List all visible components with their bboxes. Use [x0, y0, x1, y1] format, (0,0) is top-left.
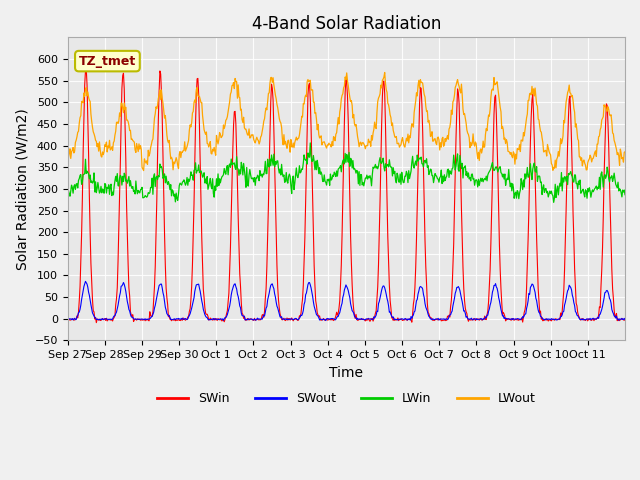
SWout [82, 278, 90, 284]
LWout [64, 148, 72, 154]
Title: 4-Band Solar Radiation: 4-Band Solar Radiation [252, 15, 441, 33]
LWin [550, 200, 557, 205]
X-axis label: Time: Time [330, 366, 364, 380]
LWout [432, 140, 440, 146]
LWout [189, 110, 196, 116]
LWout [218, 134, 226, 140]
Line: SWout: SWout [68, 281, 625, 321]
SWout [621, 317, 629, 323]
LWout [416, 85, 424, 91]
LWin [218, 176, 225, 182]
LWin [131, 191, 139, 197]
LWout [381, 70, 388, 75]
LWin [431, 171, 439, 177]
SWin [74, 315, 81, 321]
SWout [322, 318, 330, 324]
LWin [188, 173, 195, 179]
SWin [416, 100, 424, 106]
LWin [74, 185, 81, 191]
Line: LWin: LWin [68, 143, 625, 203]
SWin [189, 232, 197, 238]
LWin [415, 156, 422, 162]
Line: SWin: SWin [68, 69, 625, 323]
LWin [621, 192, 629, 198]
SWin [133, 317, 141, 323]
Line: LWout: LWout [68, 72, 625, 170]
SWin [64, 317, 72, 323]
LWin [64, 185, 72, 191]
SWout [132, 316, 140, 322]
SWout [218, 316, 226, 322]
LWout [131, 147, 139, 153]
LWout [74, 130, 81, 135]
SWout [432, 316, 440, 322]
SWout [416, 285, 424, 290]
LWout [621, 149, 629, 155]
SWout [64, 316, 72, 322]
SWout [189, 302, 196, 308]
SWin [83, 66, 90, 72]
SWout [74, 312, 81, 318]
Legend: SWin, SWout, LWin, LWout: SWin, SWout, LWin, LWout [152, 387, 541, 410]
SWin [621, 316, 629, 322]
SWin [219, 317, 227, 323]
SWin [93, 320, 100, 325]
Text: TZ_tmet: TZ_tmet [79, 55, 136, 68]
SWin [432, 316, 440, 322]
LWin [307, 140, 314, 146]
LWout [140, 168, 147, 173]
Y-axis label: Solar Radiation (W/m2): Solar Radiation (W/m2) [15, 108, 29, 270]
